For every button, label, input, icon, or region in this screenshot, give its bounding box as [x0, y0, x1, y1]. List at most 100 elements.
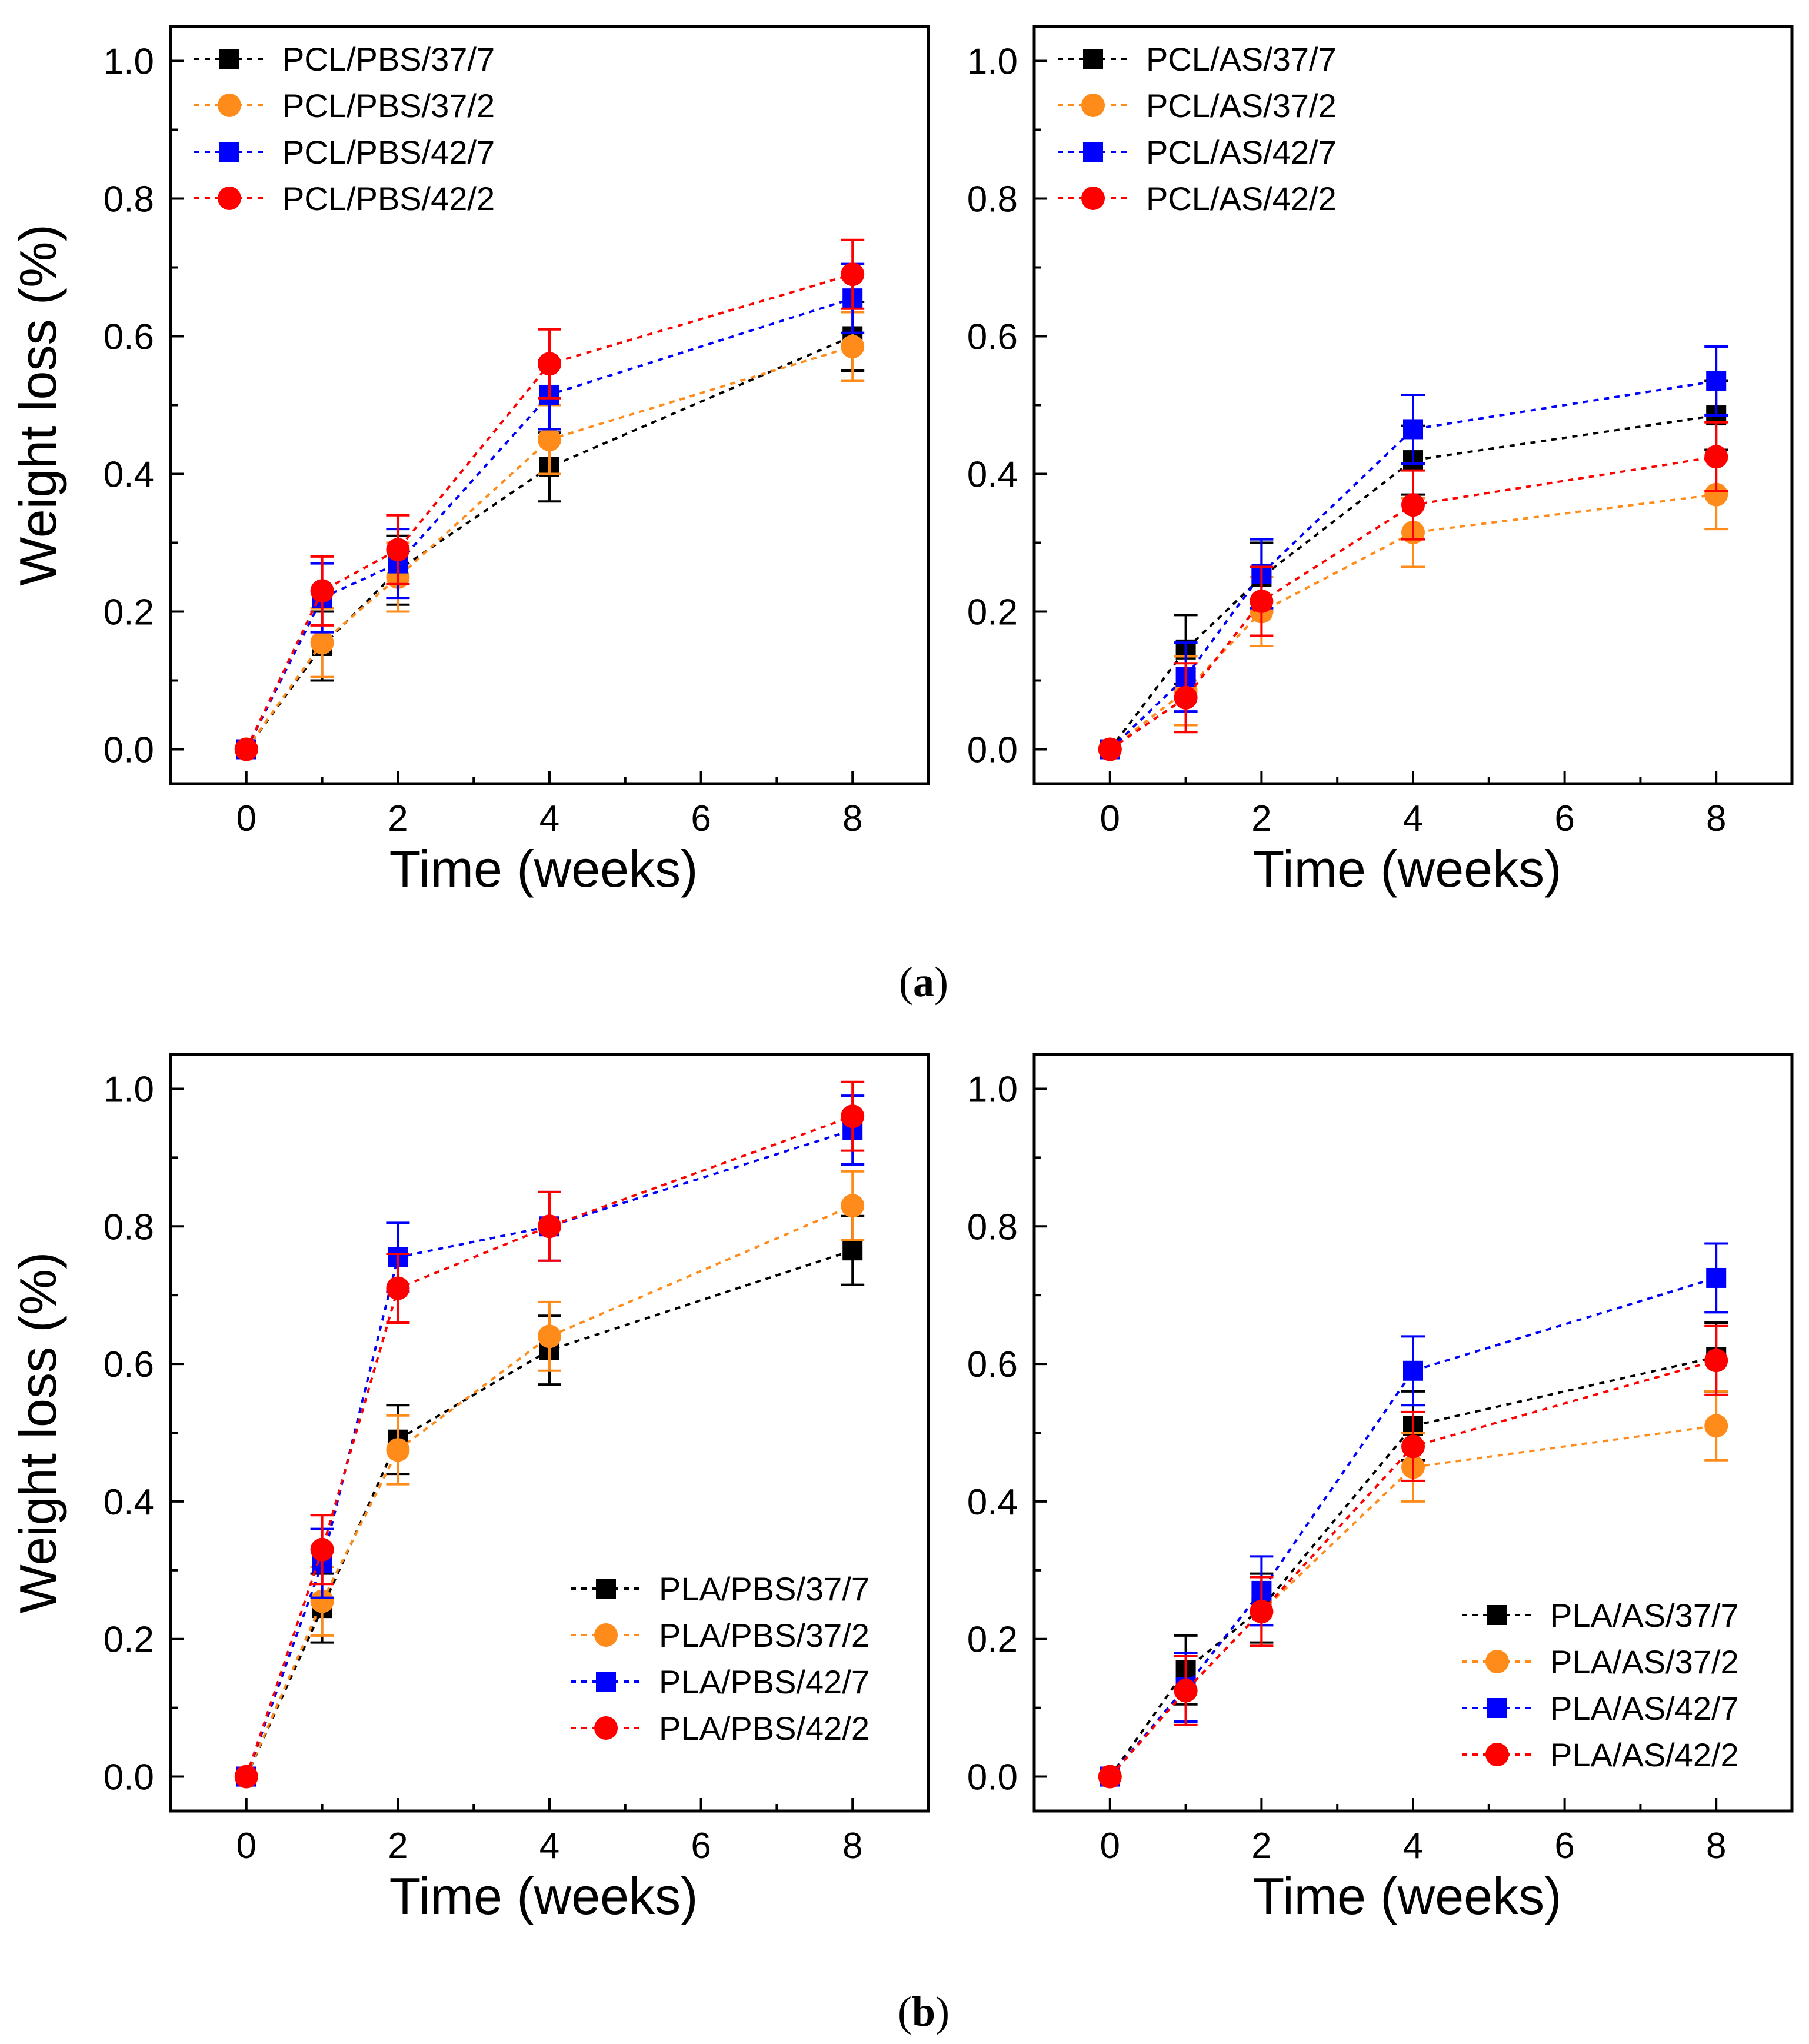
data-point — [1403, 1360, 1423, 1381]
data-point — [386, 538, 410, 562]
y-tick-label: 0.8 — [104, 1207, 154, 1247]
legend-label: PLA/AS/37/2 — [1550, 1643, 1739, 1680]
legend-label: PCL/AS/37/2 — [1146, 87, 1337, 124]
chart-pla-pbs: 0 2 4 6 8 0.0 0.2 0.4 0.6 0.8 1.0 Time (weeks) Weigh… — [9, 1053, 930, 1925]
data-point — [538, 1214, 561, 1239]
x-tick-label: 8 — [1706, 1826, 1726, 1866]
x-tick-label: 6 — [1554, 1826, 1574, 1866]
x-tick-label: 2 — [388, 1826, 408, 1866]
data-point — [310, 1589, 334, 1613]
data-point — [1704, 482, 1728, 507]
y-tick-label: 0.2 — [967, 1620, 1018, 1660]
data-point — [1174, 685, 1198, 710]
data-point — [1250, 1599, 1274, 1623]
data-point — [1704, 445, 1728, 469]
y-tick-label: 0.4 — [104, 1482, 154, 1523]
legend-label: PLA/AS/42/7 — [1550, 1690, 1739, 1727]
x-axis-title: Time (weeks) — [389, 1867, 698, 1925]
caption-a-open: ( — [899, 958, 913, 1006]
legend-marker — [1487, 1605, 1507, 1625]
data-point — [538, 352, 561, 376]
x-tick-label: 4 — [1403, 798, 1423, 839]
y-tick-label: 0.8 — [967, 179, 1018, 220]
x-tick-label: 6 — [691, 798, 711, 839]
x-tick-label: 4 — [539, 1826, 559, 1866]
y-tick-label: 0.2 — [967, 592, 1018, 633]
series-PCL/AS/42/2 — [1098, 421, 1728, 761]
y-tick-label: 0.0 — [967, 730, 1018, 771]
x-tick-label: 4 — [1403, 1826, 1423, 1866]
data-point — [1401, 1434, 1425, 1459]
legend: PLA/PBS/37/7 PLA/PBS/37/2 PLA/PBS/42/7 PLA/… — [571, 1570, 869, 1747]
legend: PLA/AS/37/7 PLA/AS/37/2 PLA/AS/42/7 PLA/AS/… — [1462, 1597, 1739, 1773]
series-PCL/PBS/42/2 — [234, 238, 865, 761]
legend-marker — [1083, 142, 1103, 162]
x-tick-label: 8 — [842, 798, 862, 839]
y-tick-label: 0.0 — [104, 730, 154, 771]
series-line — [245, 345, 853, 750]
legend-marker — [218, 187, 241, 210]
x-tick-label: 0 — [1100, 798, 1120, 839]
legend-marker — [1485, 1743, 1509, 1766]
x-tick-label: 0 — [236, 1826, 256, 1866]
legend-label: PCL/PBS/42/7 — [282, 134, 495, 171]
data-point — [1706, 1267, 1727, 1288]
x-tick-label: 8 — [1706, 798, 1726, 839]
legend: PCL/AS/37/7 PCL/AS/37/2 PCL/AS/42/7 PCL/AS/… — [1058, 41, 1337, 217]
data-point — [386, 1276, 410, 1300]
y-tick-label: 0.6 — [967, 317, 1018, 358]
y-tick-label: 0.4 — [967, 455, 1018, 495]
data-point — [841, 1194, 865, 1218]
legend-label: PLA/PBS/37/2 — [659, 1617, 869, 1654]
y-tick-label: 1.0 — [967, 42, 1018, 82]
x-tick-label: 2 — [1251, 798, 1271, 839]
legend-marker — [219, 49, 239, 69]
legend-label: PCL/PBS/37/7 — [282, 41, 495, 78]
chart-pla-as: 0 2 4 6 8 0.0 0.2 0.4 0.6 0.8 1.0 Time (weeks) PLA/A… — [967, 1053, 1794, 1925]
data-point — [1250, 589, 1274, 613]
y-tick-label: 0.2 — [104, 1620, 154, 1660]
x-tick-label: 0 — [1100, 1826, 1120, 1866]
data-point — [841, 1104, 865, 1128]
y-tick-label: 1.0 — [104, 1069, 154, 1110]
data-point — [1704, 1349, 1728, 1373]
y-tick-label: 0.6 — [104, 317, 154, 358]
legend-marker — [1081, 187, 1105, 210]
data-point — [1704, 1414, 1728, 1438]
data-point — [234, 737, 258, 761]
data-point — [310, 579, 334, 603]
caption-b-letter: b — [912, 1988, 935, 2035]
series-line — [1109, 1277, 1717, 1777]
data-point — [1401, 493, 1425, 517]
series-line — [1109, 1356, 1717, 1777]
legend-marker — [1083, 49, 1103, 69]
legend-label: PLA/PBS/42/2 — [659, 1710, 869, 1747]
legend-label: PCL/AS/37/7 — [1146, 41, 1337, 78]
x-tick-label: 0 — [236, 798, 256, 839]
x-tick-label: 4 — [539, 798, 559, 839]
x-tick-label: 8 — [842, 1826, 862, 1866]
legend-marker — [219, 142, 239, 162]
y-tick-label: 0.8 — [967, 1207, 1018, 1247]
caption-a: (a) — [899, 958, 948, 1006]
legend-label: PCL/PBS/42/2 — [282, 180, 495, 217]
y-tick-label: 1.0 — [967, 1069, 1018, 1110]
data-point — [538, 428, 561, 451]
legend-label: PCL/AS/42/7 — [1146, 134, 1337, 171]
caption-a-close: ) — [934, 958, 948, 1006]
series-line — [1109, 414, 1717, 750]
charts-layer: 0 2 4 6 8 0.0 0.2 0.4 0.6 0.8 1.0 Time (weeks) Weigh… — [9, 25, 1794, 1925]
data-point — [386, 1438, 410, 1462]
legend-marker — [594, 1716, 618, 1740]
data-point — [1403, 419, 1423, 440]
series-PLA/PBS/42/2 — [234, 1080, 865, 1789]
legend-label: PCL/AS/42/2 — [1146, 180, 1337, 217]
data-point — [310, 1537, 334, 1562]
legend: PCL/PBS/37/7 PCL/PBS/37/2 PCL/PBS/42/7 PCL/… — [194, 41, 495, 217]
x-tick-label: 6 — [1554, 798, 1574, 839]
legend-marker — [1487, 1698, 1507, 1718]
x-tick-label: 2 — [388, 798, 408, 839]
y-axis-title: Weight loss (%) — [9, 224, 67, 586]
